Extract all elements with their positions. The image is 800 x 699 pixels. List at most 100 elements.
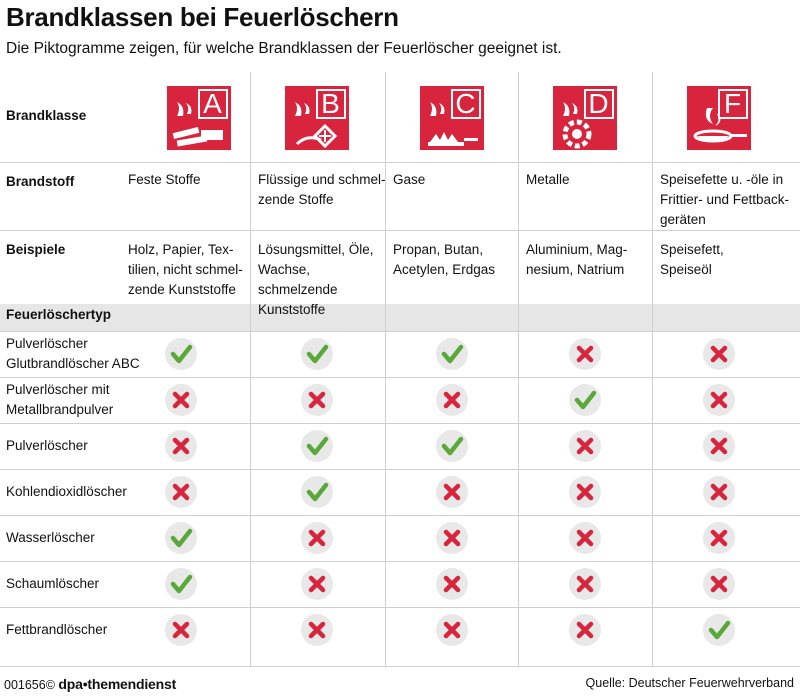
cross-icon bbox=[568, 568, 601, 600]
copyright-sign: © bbox=[45, 678, 55, 692]
footer-divider bbox=[0, 666, 800, 667]
check-icon bbox=[165, 338, 197, 370]
check-glyph bbox=[170, 574, 193, 594]
cross-icon bbox=[165, 476, 197, 508]
row-divider bbox=[0, 331, 800, 332]
class-letter-c: C bbox=[450, 89, 481, 119]
column-divider bbox=[250, 304, 251, 331]
check-icon bbox=[568, 384, 601, 416]
gas-fire-icon-graphic bbox=[427, 102, 478, 146]
cross-icon bbox=[300, 384, 333, 416]
cross-glyph bbox=[576, 575, 593, 593]
cross-glyph bbox=[443, 391, 460, 409]
extinguisher-type-band bbox=[0, 304, 800, 331]
cross-glyph bbox=[710, 391, 727, 409]
cross-icon bbox=[702, 384, 735, 416]
cross-glyph bbox=[710, 529, 727, 547]
cross-icon bbox=[568, 476, 601, 508]
check-glyph bbox=[306, 482, 328, 502]
extinguisher-name: Wasserlöscher bbox=[6, 530, 95, 545]
row-label-brandstoff: Brandstoff bbox=[6, 174, 75, 189]
check-glyph bbox=[306, 436, 328, 456]
cross-glyph bbox=[576, 345, 593, 363]
column-divider bbox=[385, 304, 386, 331]
check-icon bbox=[165, 568, 197, 600]
cross-icon bbox=[568, 338, 601, 370]
cross-glyph bbox=[710, 437, 727, 455]
cross-icon bbox=[702, 430, 735, 462]
row-label-beispiele: Beispiele bbox=[6, 242, 66, 257]
examples-cell: Aluminium, Mag-nesium, Natrium bbox=[526, 242, 628, 277]
cross-icon bbox=[165, 384, 197, 416]
gas-fire-icon: C bbox=[419, 86, 484, 150]
solid-fire-icon-graphic bbox=[172, 102, 223, 147]
cross-icon bbox=[165, 430, 197, 462]
check-glyph bbox=[574, 390, 596, 410]
row-divider bbox=[0, 515, 800, 516]
cross-glyph bbox=[308, 621, 325, 639]
check-glyph bbox=[170, 344, 193, 364]
class-letter-a: A bbox=[197, 89, 228, 119]
column-divider bbox=[518, 72, 519, 666]
cross-glyph bbox=[576, 483, 593, 501]
cross-icon bbox=[435, 522, 468, 554]
cross-icon bbox=[568, 614, 601, 646]
cross-icon bbox=[300, 614, 333, 646]
fuel-type-cell: Flüssige und schmel-zende Stoffe bbox=[258, 172, 386, 207]
graphic-id: 001656 bbox=[4, 678, 46, 692]
cross-glyph bbox=[576, 621, 593, 639]
examples-cell: Lösungsmittel, Öle, Wachse, schmelzende Ku… bbox=[258, 242, 374, 317]
row-divider bbox=[0, 561, 800, 562]
cross-icon bbox=[702, 522, 735, 554]
cross-icon bbox=[568, 430, 601, 462]
extinguisher-type-heading: Feuerlöschertyp bbox=[6, 307, 112, 322]
column-divider bbox=[652, 72, 653, 666]
column-divider bbox=[652, 304, 653, 331]
solid-fire-icon: A bbox=[166, 86, 231, 150]
check-glyph bbox=[441, 436, 463, 456]
cross-glyph bbox=[576, 437, 593, 455]
class-letter-f: F bbox=[717, 89, 748, 119]
row-divider bbox=[0, 230, 800, 231]
row-divider bbox=[0, 607, 800, 608]
fuel-type-cell: Metalle bbox=[526, 172, 570, 187]
row-divider bbox=[0, 377, 800, 378]
cross-glyph bbox=[443, 621, 460, 639]
class-letter-b: B bbox=[315, 89, 346, 119]
check-glyph bbox=[306, 344, 328, 364]
cross-glyph bbox=[443, 529, 460, 547]
cross-icon bbox=[300, 568, 333, 600]
cross-icon bbox=[165, 614, 197, 646]
row-divider bbox=[0, 423, 800, 424]
fuel-type-cell: Feste Stoffe bbox=[128, 172, 201, 187]
check-icon bbox=[435, 430, 468, 462]
check-glyph bbox=[708, 620, 730, 640]
footer-credit: 001656© dpa•themendienst bbox=[4, 676, 176, 692]
cross-glyph bbox=[308, 575, 325, 593]
cross-glyph bbox=[308, 391, 325, 409]
check-glyph bbox=[170, 528, 193, 548]
extinguisher-name: Schaumlöscher bbox=[6, 576, 100, 591]
class-letter-d: D bbox=[583, 89, 614, 119]
page-title: Brandklassen bei Feuerlöschern bbox=[6, 2, 399, 32]
liquid-fire-icon: B bbox=[284, 86, 349, 150]
cross-icon bbox=[435, 614, 468, 646]
cross-icon bbox=[435, 384, 468, 416]
examples-cell: Holz, Papier, Tex-tilien, nicht schmel-z… bbox=[128, 242, 243, 297]
check-icon bbox=[300, 338, 333, 370]
check-icon bbox=[300, 430, 333, 462]
cross-glyph bbox=[443, 575, 460, 593]
cross-glyph bbox=[576, 529, 593, 547]
source-note: Quelle: Deutscher Feuerwehrverband bbox=[585, 676, 794, 690]
cooking-fat-fire-icon: F bbox=[686, 86, 751, 150]
cross-glyph bbox=[443, 483, 460, 501]
cross-glyph bbox=[710, 345, 727, 363]
check-icon bbox=[300, 476, 333, 508]
cross-glyph bbox=[172, 621, 190, 639]
fuel-type-cell: Gase bbox=[393, 172, 426, 187]
check-icon bbox=[435, 338, 468, 370]
cross-glyph bbox=[172, 437, 190, 455]
cross-icon bbox=[435, 476, 468, 508]
cross-glyph bbox=[308, 529, 325, 547]
examples-cell: Propan, Butan, Acetylen, Erdgas bbox=[393, 242, 496, 277]
